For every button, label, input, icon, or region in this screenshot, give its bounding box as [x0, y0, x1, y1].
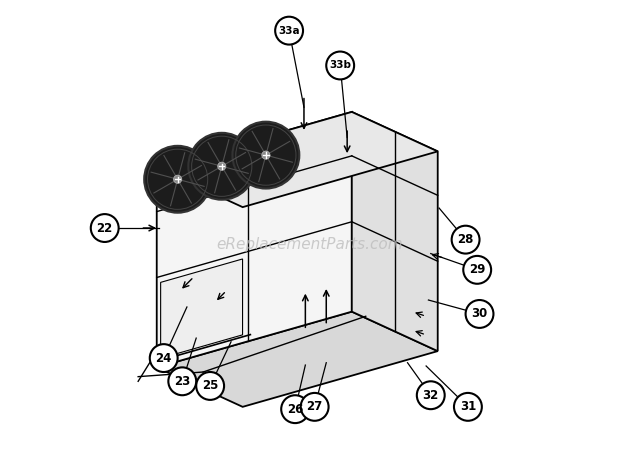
Circle shape — [275, 17, 303, 45]
Circle shape — [451, 226, 479, 254]
Polygon shape — [157, 112, 352, 368]
Text: 28: 28 — [458, 233, 474, 246]
Text: 24: 24 — [156, 352, 172, 365]
Text: 30: 30 — [471, 307, 488, 321]
Text: 25: 25 — [202, 379, 218, 392]
Text: 31: 31 — [460, 400, 476, 413]
Circle shape — [463, 256, 491, 284]
Text: 29: 29 — [469, 263, 485, 276]
Circle shape — [169, 368, 196, 395]
Text: 32: 32 — [423, 389, 439, 402]
Circle shape — [281, 395, 309, 423]
Polygon shape — [157, 112, 438, 207]
Circle shape — [232, 122, 299, 188]
Circle shape — [91, 214, 118, 242]
Polygon shape — [161, 259, 242, 358]
Text: 26: 26 — [287, 403, 303, 415]
Circle shape — [188, 133, 255, 200]
Circle shape — [417, 381, 445, 409]
Circle shape — [301, 393, 329, 421]
Circle shape — [196, 372, 224, 400]
Text: 33b: 33b — [329, 61, 351, 70]
Circle shape — [326, 52, 354, 79]
Circle shape — [150, 344, 178, 372]
Circle shape — [454, 393, 482, 421]
Circle shape — [466, 300, 494, 328]
Text: 27: 27 — [306, 400, 323, 413]
Text: eReplacementParts.com: eReplacementParts.com — [216, 237, 404, 252]
Text: 22: 22 — [97, 221, 113, 235]
Circle shape — [262, 151, 270, 159]
Text: 23: 23 — [174, 375, 190, 388]
Text: 33a: 33a — [278, 26, 300, 36]
Circle shape — [144, 146, 211, 213]
Circle shape — [218, 162, 226, 170]
Polygon shape — [352, 112, 438, 351]
Polygon shape — [157, 312, 438, 407]
Circle shape — [174, 175, 182, 183]
